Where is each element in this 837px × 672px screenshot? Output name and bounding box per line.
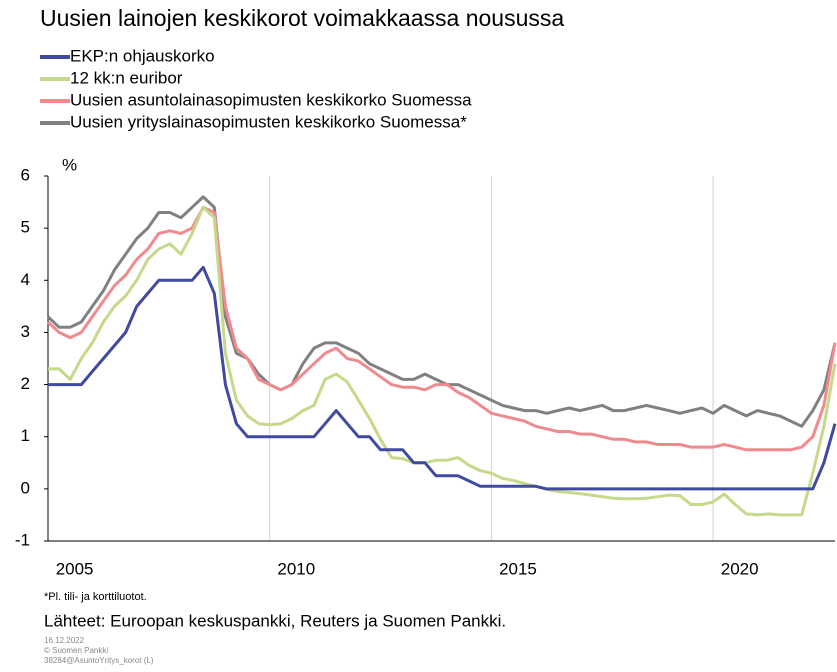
y-tick-label: 1 [21, 426, 30, 445]
x-tick-label: 2020 [721, 559, 759, 578]
source: Lähteet: Euroopan keskuspankki, Reuters … [44, 611, 506, 630]
x-tick-label: 2015 [499, 559, 537, 578]
legend-label: 12 kk:n euribor [70, 68, 183, 87]
credit: © Suomen Pankki [44, 646, 108, 655]
y-tick-label: 5 [21, 218, 30, 237]
credit: 16.12.2022 [44, 636, 85, 645]
legend-label: Uusien yrityslainasopimusten keskikorko … [70, 112, 467, 131]
x-tick-label: 2005 [56, 559, 94, 578]
y-tick-label: 6 [21, 165, 30, 184]
y-tick-label: 4 [21, 270, 30, 289]
series-line [48, 205, 837, 517]
legend-label: Uusien asuntolainasopimusten keskikorko … [70, 90, 472, 109]
y-axis-label: % [62, 155, 77, 174]
x-tick-label: 2010 [277, 559, 315, 578]
series-line [46, 195, 837, 428]
y-tick-label: 0 [21, 478, 30, 497]
legend-label: EKP:n ohjauskorko [70, 46, 215, 65]
y-tick-label: 3 [21, 322, 30, 341]
y-tick-label: -1 [15, 530, 30, 549]
credit: 38284@AsuntoYritys_korot (L) [44, 656, 154, 665]
footnote: *Pl. tili- ja korttiluotot. [44, 591, 147, 603]
series-line [48, 265, 837, 491]
chart-title: Uusien lainojen keskikorot voimakkaassa … [40, 5, 564, 31]
y-tick-label: 2 [21, 374, 30, 393]
series-line [46, 205, 837, 452]
